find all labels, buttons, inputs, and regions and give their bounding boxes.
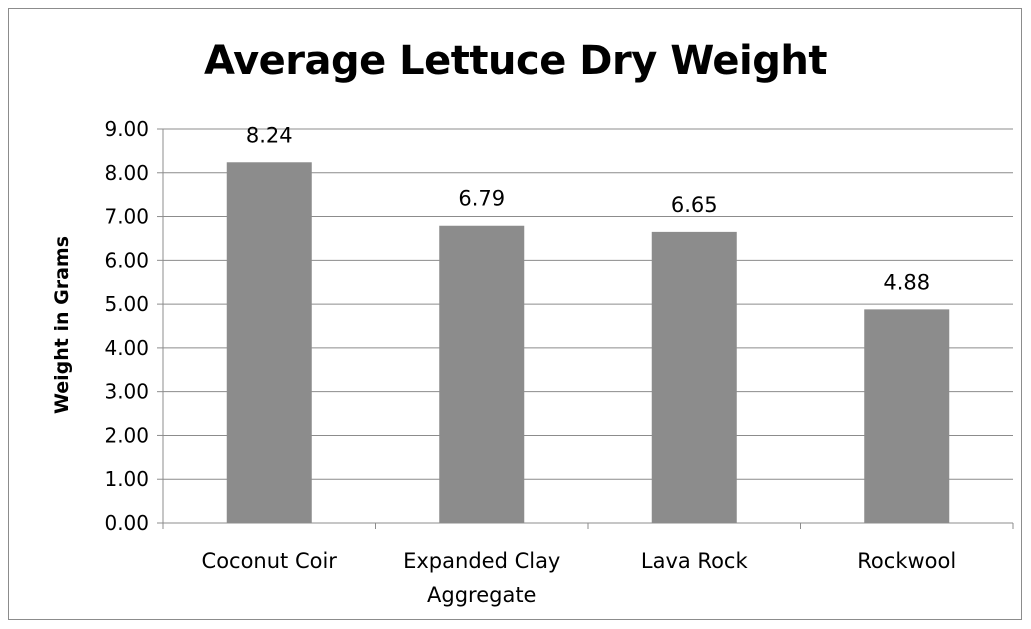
data-label: 8.24 <box>246 123 293 147</box>
y-tick-label: 4.00 <box>104 336 149 360</box>
y-tick-labels: 0.00 1.00 2.00 3.00 4.00 5.00 6.00 7.00 8.00 9.00 <box>104 117 149 535</box>
chart-title: Average Lettuce Dry Weight <box>204 38 827 84</box>
y-tick-label: 2.00 <box>104 423 149 447</box>
bar <box>651 231 737 523</box>
y-tick-label: 1.00 <box>104 467 149 491</box>
x-tick-labels: Coconut Coir Expanded Clay Aggregate Lava R… <box>202 549 957 607</box>
y-tick-label: 0.00 <box>104 511 149 535</box>
data-label: 4.88 <box>883 270 930 294</box>
axes <box>157 128 1014 529</box>
bar <box>439 225 525 523</box>
x-tick-label: Lava Rock <box>641 549 749 573</box>
bar <box>226 162 312 523</box>
y-tick-label: 5.00 <box>104 292 149 316</box>
y-tick-label: 8.00 <box>104 161 149 185</box>
data-labels: 8.24 6.79 6.65 4.88 <box>246 123 930 294</box>
data-label: 6.65 <box>671 193 718 217</box>
bar <box>864 309 950 523</box>
data-label: 6.79 <box>458 187 505 211</box>
y-tick-label: 3.00 <box>104 380 149 404</box>
y-tick-label: 6.00 <box>104 248 149 272</box>
x-tick-label: Coconut Coir <box>202 549 338 573</box>
x-tick-label: Expanded Clay <box>403 549 560 573</box>
y-axis-label: Weight in Grams <box>51 236 73 414</box>
x-tick-label: Aggregate <box>427 583 536 607</box>
x-tick-label: Rockwool <box>857 549 956 573</box>
y-tick-label: 7.00 <box>104 205 149 229</box>
y-tick-label: 9.00 <box>104 117 149 141</box>
bars <box>226 162 950 523</box>
